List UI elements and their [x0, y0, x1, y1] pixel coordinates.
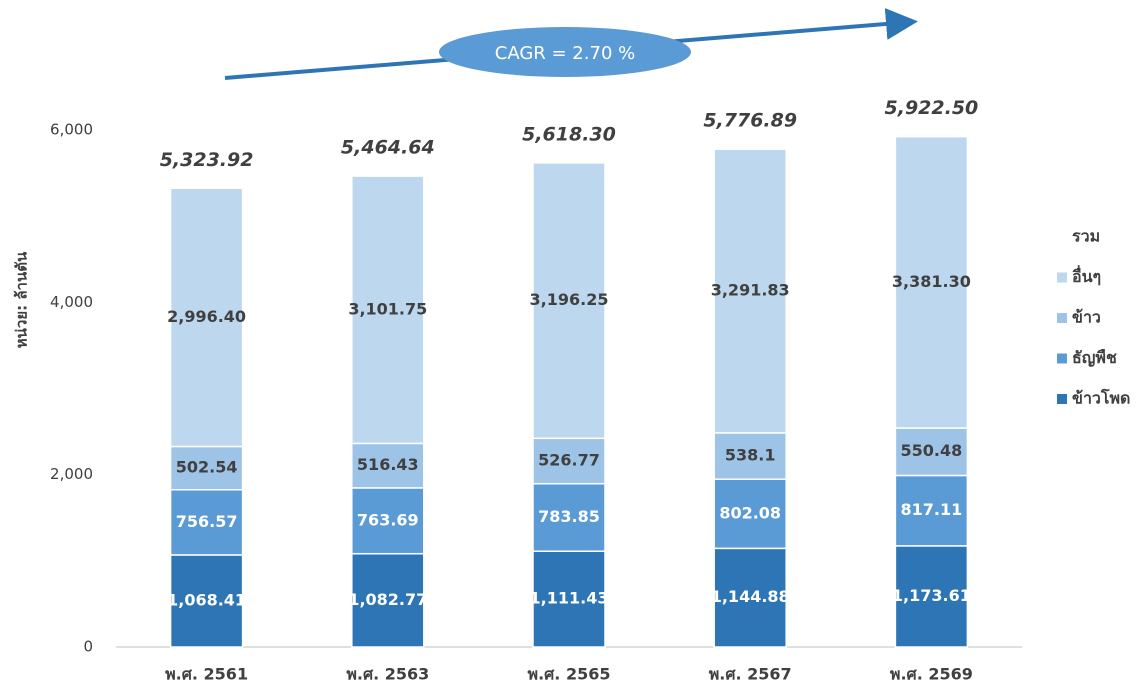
x-tick-label: พ.ศ. 2563: [346, 665, 429, 684]
bar-segment: [169, 554, 244, 648]
data-label: 502.54: [176, 458, 238, 477]
total-label: 5,618.30: [522, 123, 616, 145]
data-label: 1,068.41: [167, 590, 246, 609]
y-tick-label: 4,000: [50, 293, 93, 311]
annotation: CAGR = 2.70 %: [495, 43, 635, 64]
data-label: 1,082.77: [348, 590, 427, 609]
legend-label: รวม: [1072, 227, 1100, 246]
y-tick-label: 2,000: [50, 465, 93, 483]
legend-label: อื่นๆ: [1072, 265, 1102, 286]
bar-segment: [532, 437, 606, 485]
bar-segment: [532, 482, 606, 552]
bar-segment: [351, 552, 425, 648]
data-label: 783.85: [538, 507, 600, 526]
data-label: 2,996.40: [167, 307, 246, 326]
bar-segment: [351, 175, 425, 445]
bar-segment: [713, 148, 787, 434]
x-tick-label: พ.ศ. 2561: [165, 665, 248, 684]
bar-segment: [894, 474, 969, 547]
data-label: 516.43: [357, 455, 419, 474]
bar-segment: [169, 187, 244, 448]
bar-segment: [713, 478, 787, 550]
data-label: 1,144.88: [711, 587, 790, 606]
total-label: 5,323.92: [160, 149, 254, 171]
y-tick-label: 6,000: [50, 121, 93, 139]
total-label: 5,776.89: [703, 110, 797, 132]
bar-segment: [169, 488, 244, 556]
data-label: 3,291.83: [711, 281, 790, 300]
bar-segment: [713, 547, 787, 648]
legend-marker: [1057, 313, 1067, 323]
y-axis-title: หน่วย: ล้านตัน: [13, 251, 31, 348]
legend-marker: [1057, 394, 1067, 404]
legend-label: ธัญพืช: [1072, 348, 1117, 368]
data-label: 538.1: [725, 446, 776, 465]
data-label: 3,381.30: [892, 272, 971, 291]
data-label: 550.48: [901, 441, 963, 460]
data-label: 756.57: [176, 512, 238, 531]
legend-label: ข้าวโพด: [1072, 388, 1130, 408]
total-label: 5,922.50: [885, 97, 979, 119]
bar-segment: [894, 427, 969, 477]
data-label: 802.08: [719, 503, 781, 522]
data-label: 1,111.43: [530, 589, 609, 608]
x-tick-label: พ.ศ. 2565: [528, 665, 611, 684]
bar-segment: [169, 445, 244, 491]
legend-marker: [1057, 272, 1067, 283]
bar-segment: [532, 162, 606, 440]
x-tick-label: พ.ศ. 2569: [890, 665, 973, 684]
data-label: 3,196.25: [530, 290, 609, 309]
bar-segment: [532, 550, 606, 648]
total-label: 5,464.64: [341, 137, 435, 159]
y-tick-label: 0: [83, 638, 93, 656]
data-label: 763.69: [357, 510, 419, 529]
bar-segment: [351, 487, 425, 555]
data-label: 526.77: [538, 450, 600, 469]
bar-segment: [894, 135, 969, 429]
x-tick-label: พ.ศ. 2567: [709, 665, 792, 684]
data-label: 817.11: [901, 500, 963, 519]
legend-label: ข้าว: [1072, 308, 1101, 327]
annotation-bubble: [439, 27, 691, 77]
legend-marker: [1057, 353, 1067, 364]
data-label: 1,173.61: [892, 586, 971, 605]
data-label: 3,101.75: [348, 299, 427, 318]
